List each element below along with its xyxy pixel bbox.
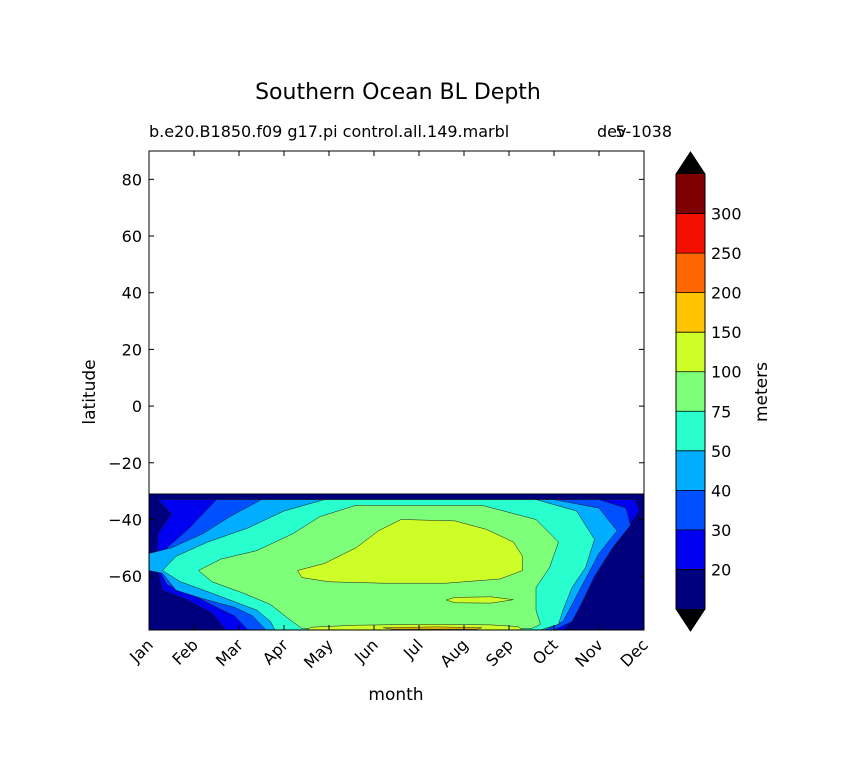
colorbar-segment — [676, 332, 705, 372]
y-tick-label: −60 — [108, 567, 142, 586]
colorbar-tick-label: 50 — [711, 442, 731, 461]
chart-subtitle-overlap: dev — [597, 122, 626, 141]
colorbar-tick-label: 30 — [711, 521, 731, 540]
colorbar-label: meters — [752, 362, 772, 422]
colorbar-segment — [676, 450, 705, 491]
plot-frame — [148, 150, 645, 631]
colorbar-segment — [676, 371, 705, 412]
colorbar-segment — [676, 569, 705, 609]
x-tick-label: Apr — [259, 635, 292, 668]
y-tick-label: −40 — [108, 510, 142, 529]
x-tick-label: Mar — [212, 635, 247, 670]
y-axis-ticks: 80 60 40 20 0 −20 −40 −60 — [108, 170, 644, 586]
chart-subtitle-right: 5-1038 — [615, 122, 672, 141]
x-tick-label: Aug — [436, 635, 472, 671]
colorbar-segment — [676, 174, 705, 214]
chart-subtitle-left: b.e20.B1850.f09 g17.pi control.all.149.m… — [149, 122, 509, 141]
colorbar-extend-high — [676, 152, 705, 174]
chart-title: Southern Ocean BL Depth — [255, 80, 541, 105]
colorbar-tick-label: 75 — [711, 402, 731, 421]
colorbar-segment — [676, 529, 705, 570]
x-tick-label: Sep — [482, 635, 517, 670]
colorbar-tick-label: 300 — [711, 205, 742, 224]
colorbar: 20 30 40 50 75 100 150 200 250 300 — [675, 151, 742, 632]
x-tick-label: Nov — [571, 635, 607, 671]
x-tick-label: Oct — [529, 635, 562, 668]
plot-area — [148, 150, 645, 631]
y-tick-label: 60 — [122, 227, 142, 246]
x-tick-label: Jan — [125, 635, 157, 667]
colorbar-outline — [675, 151, 706, 632]
x-tick-label: Jun — [350, 635, 382, 667]
colorbar-extend-low — [676, 609, 705, 631]
contour-fills — [148, 493, 644, 631]
x-tick-label: Jul — [399, 635, 427, 663]
x-axis-label: month — [368, 685, 423, 705]
contour-region-100-150 — [445, 596, 514, 604]
colorbar-segment — [676, 253, 705, 293]
colorbar-tick-label: 200 — [711, 284, 742, 303]
colorbar-segment — [676, 292, 705, 333]
x-tick-label: May — [300, 635, 337, 672]
colorbar-tick-label: 100 — [711, 363, 742, 382]
x-tick-label: Feb — [168, 635, 201, 668]
y-axis-label: latitude — [80, 359, 100, 424]
colorbar-segment — [676, 411, 705, 451]
colorbar-segment — [676, 213, 705, 254]
y-tick-label: 20 — [122, 340, 142, 359]
contour-region-150-200 — [382, 626, 483, 630]
colorbar-segment — [676, 490, 705, 530]
colorbar-tick-label: 20 — [711, 560, 731, 579]
colorbar-tick-label: 250 — [711, 244, 742, 263]
y-tick-label: 80 — [122, 170, 142, 189]
y-tick-label: −20 — [108, 454, 142, 473]
y-tick-label: 0 — [132, 397, 142, 416]
x-tick-label: Dec — [616, 635, 651, 670]
colorbar-tick-label: 150 — [711, 323, 742, 342]
colorbar-tick-label: 40 — [711, 481, 731, 500]
y-tick-label: 40 — [122, 284, 142, 303]
contour-region-100-150 — [297, 519, 523, 584]
